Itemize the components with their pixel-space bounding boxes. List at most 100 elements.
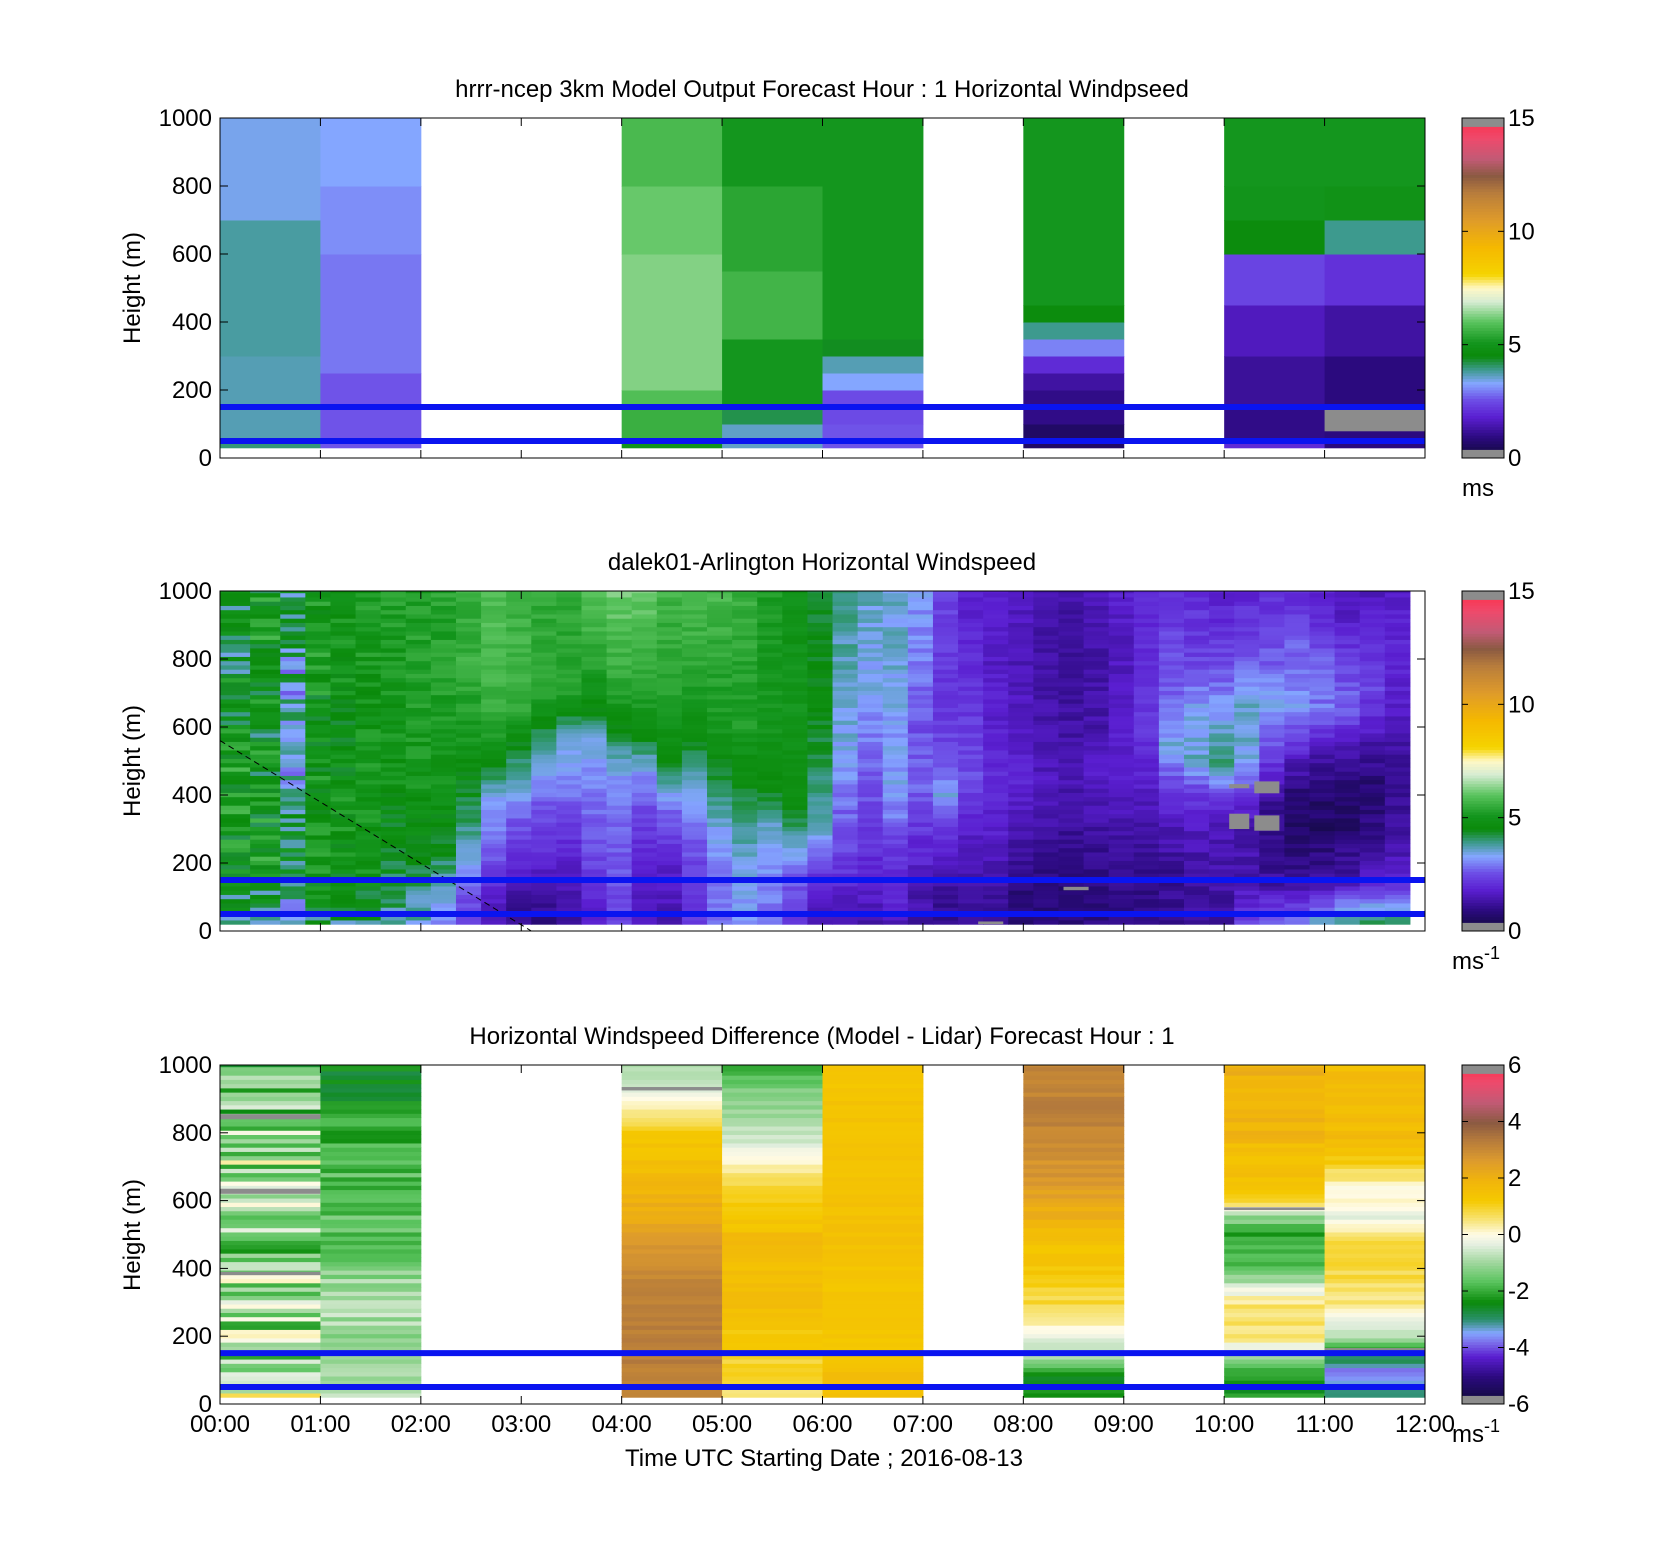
heatmap-cell	[1083, 720, 1110, 725]
heatmap-cell	[631, 847, 658, 853]
heatmap-cell	[1158, 613, 1185, 619]
heatmap-cell	[1359, 673, 1386, 679]
heatmap-cell	[581, 907, 608, 912]
heatmap-cell	[506, 715, 532, 721]
heatmap-cell	[1259, 851, 1285, 857]
heatmap-cell	[220, 1215, 321, 1220]
heatmap-cell	[1384, 741, 1411, 747]
heatmap-cell	[1184, 873, 1210, 878]
heatmap-cell	[1058, 626, 1085, 632]
heatmap-cell	[355, 822, 382, 827]
heatmap-cell	[757, 885, 783, 891]
heatmap-cell	[1023, 1130, 1125, 1135]
heatmap-cell	[757, 898, 783, 904]
colorbar-tick-label: 6	[1508, 1052, 1521, 1079]
heatmap-cell	[722, 1371, 823, 1377]
heatmap-cell	[1108, 720, 1135, 725]
heatmap-cell	[455, 656, 482, 662]
heatmap-cell	[1158, 779, 1185, 785]
heatmap-cell	[1259, 737, 1285, 742]
heatmap-cell	[983, 626, 1009, 632]
heatmap-cell	[1209, 868, 1235, 874]
heatmap-cell	[380, 839, 407, 844]
heatmap-cell	[822, 1282, 924, 1288]
heatmap-cell	[280, 898, 306, 904]
heatmap-cell	[1284, 622, 1311, 628]
heatmap-cell	[822, 1231, 924, 1237]
heatmap-cell	[621, 1354, 723, 1360]
heatmap-cell	[1234, 724, 1260, 730]
heatmap-cell	[907, 605, 934, 611]
heatmap-cell	[305, 707, 331, 713]
heatmap-cell	[656, 707, 683, 713]
heatmap-cell	[757, 902, 783, 908]
heatmap-cell	[1234, 711, 1260, 717]
heatmap-cell	[1023, 1189, 1125, 1195]
heatmap-cell	[330, 605, 357, 611]
heatmap-cell	[1324, 1126, 1425, 1131]
heatmap-cell	[305, 720, 331, 725]
heatmap-cell	[430, 805, 457, 810]
heatmap-cell	[1184, 758, 1210, 764]
heatmap-cell	[556, 698, 582, 704]
heatmap-cell	[320, 1388, 422, 1394]
heatmap-cell	[355, 813, 382, 819]
heatmap-cell	[1334, 681, 1361, 687]
colorbar-segment	[1462, 591, 1504, 595]
heatmap-cell	[1284, 788, 1311, 793]
heatmap-cell	[1133, 860, 1160, 866]
heatmap-cell	[732, 698, 758, 704]
heatmap-cell	[1083, 673, 1110, 679]
heatmap-cell	[732, 847, 758, 853]
heatmap-cell	[1324, 407, 1425, 432]
heatmap-cell	[1158, 885, 1185, 891]
heatmap-cell	[455, 592, 482, 598]
heatmap-cell	[1033, 669, 1059, 674]
heatmap-cell	[656, 839, 683, 844]
heatmap-cell	[722, 1392, 823, 1398]
heatmap-cell	[1334, 864, 1361, 870]
heatmap-cell	[807, 915, 834, 921]
heatmap-cell	[1309, 707, 1336, 713]
heatmap-cell	[220, 1295, 321, 1301]
heatmap-cell	[822, 1113, 924, 1119]
heatmap-cell	[722, 1113, 823, 1119]
heatmap-cell	[832, 643, 859, 649]
heatmap-cell	[656, 737, 683, 742]
heatmap-cell	[1334, 643, 1361, 649]
heatmap-cell	[722, 1257, 823, 1263]
x-tick-label: 10:00	[1194, 1411, 1254, 1438]
heatmap-cell	[606, 601, 633, 606]
heatmap-cell	[1209, 754, 1235, 759]
heatmap-cell	[531, 698, 557, 704]
heatmap-cell	[932, 618, 959, 623]
heatmap-cell	[405, 754, 432, 759]
heatmap-cell	[220, 847, 251, 853]
colorbar-segment	[1462, 1242, 1504, 1247]
heatmap-cell	[430, 609, 457, 615]
heatmap-cell	[1158, 656, 1185, 662]
heatmap-cell	[1309, 864, 1336, 870]
colorbar-segment	[1462, 305, 1504, 309]
heatmap-cell	[832, 622, 859, 628]
colorbar-segment	[1462, 1169, 1504, 1173]
heatmap-cell	[907, 881, 934, 887]
heatmap-cell	[707, 741, 733, 747]
x-tick-label: 07:00	[893, 1411, 953, 1438]
heatmap-cell	[220, 800, 251, 806]
heatmap-cell	[380, 856, 407, 861]
heatmap-cell	[782, 860, 808, 866]
heatmap-cell	[782, 762, 808, 768]
heatmap-cell	[656, 766, 683, 772]
heatmap-cell	[506, 805, 532, 810]
heatmap-cell	[1108, 622, 1135, 628]
heatmap-cell	[656, 873, 683, 878]
heatmap-cell	[355, 613, 382, 619]
heatmap-cell	[1133, 618, 1160, 623]
heatmap-cell	[1033, 864, 1059, 870]
heatmap-cell	[732, 843, 758, 849]
heatmap-cell	[1108, 847, 1135, 853]
heatmap-cell	[807, 596, 834, 602]
colorbar-segment	[1462, 1113, 1504, 1117]
heatmap-cell	[405, 694, 432, 700]
